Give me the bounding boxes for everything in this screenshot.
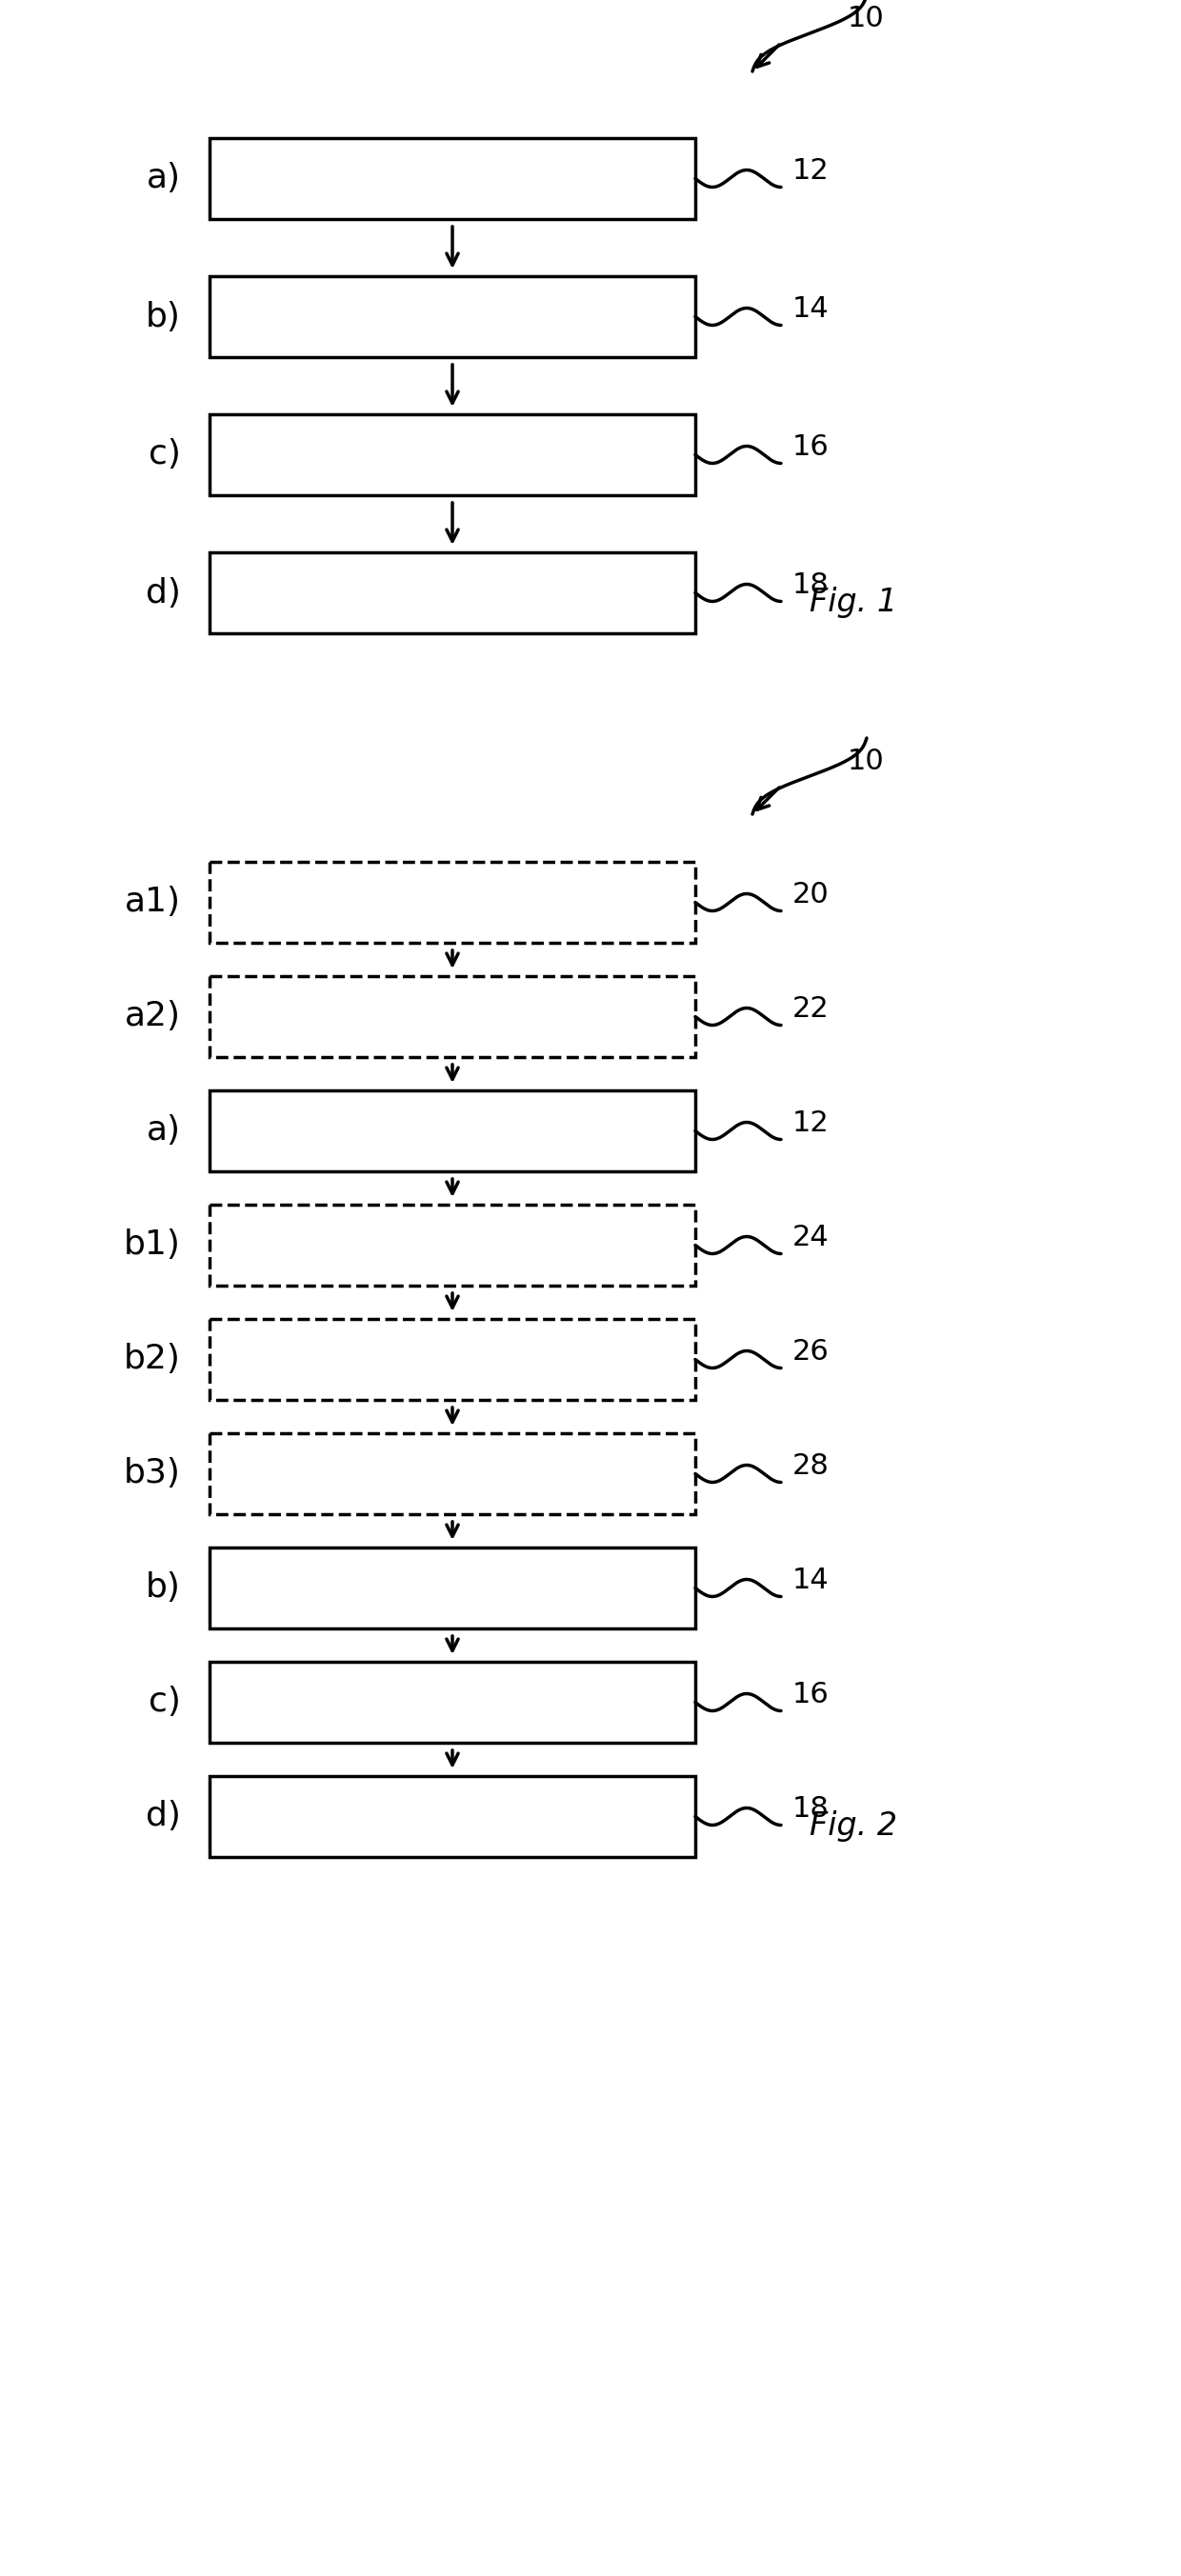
Text: b3): b3): [124, 1458, 181, 1489]
Text: c): c): [149, 438, 181, 471]
Bar: [209, 1206, 696, 1285]
Bar: [209, 1662, 696, 1744]
Text: 14: 14: [792, 1566, 829, 1595]
Text: 26: 26: [792, 1337, 829, 1365]
Text: b): b): [145, 1571, 181, 1605]
Text: b2): b2): [124, 1342, 181, 1376]
Text: 24: 24: [792, 1224, 829, 1252]
Text: 16: 16: [792, 1680, 829, 1708]
Bar: [209, 1090, 696, 1172]
Bar: [209, 1319, 696, 1399]
Text: a1): a1): [125, 886, 181, 920]
Bar: [209, 1548, 696, 1628]
Text: 16: 16: [792, 433, 829, 461]
Text: 12: 12: [792, 1110, 829, 1136]
Bar: [209, 863, 696, 943]
Text: 22: 22: [792, 994, 829, 1023]
Text: d): d): [145, 1801, 181, 1832]
Text: c): c): [149, 1687, 181, 1718]
Text: 12: 12: [792, 157, 829, 185]
Text: 18: 18: [792, 572, 829, 600]
Text: a): a): [146, 162, 181, 196]
Text: a2): a2): [125, 999, 181, 1033]
Text: 28: 28: [792, 1453, 829, 1479]
Text: b): b): [145, 301, 181, 332]
Bar: [209, 1432, 696, 1515]
Bar: [209, 276, 696, 358]
Text: 10: 10: [848, 5, 885, 33]
Bar: [209, 551, 696, 634]
Text: 14: 14: [792, 296, 829, 322]
Text: d): d): [145, 577, 181, 608]
Text: a): a): [146, 1115, 181, 1146]
Text: Fig. 2: Fig. 2: [809, 1811, 898, 1842]
Bar: [209, 415, 696, 495]
Text: 10: 10: [848, 747, 885, 775]
Text: b1): b1): [124, 1229, 181, 1262]
Text: Fig. 1: Fig. 1: [809, 587, 898, 618]
Bar: [209, 1775, 696, 1857]
Bar: [209, 139, 696, 219]
Text: 18: 18: [792, 1795, 829, 1824]
Text: 20: 20: [792, 881, 829, 909]
Bar: [209, 976, 696, 1056]
